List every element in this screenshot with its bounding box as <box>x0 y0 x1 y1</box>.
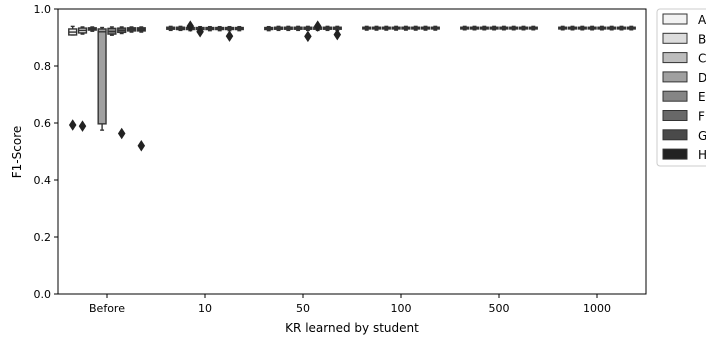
box-A-1000 <box>558 25 568 31</box>
box-E-50 <box>303 25 313 43</box>
box-D-1000 <box>587 25 597 31</box>
box-A-500 <box>460 25 470 31</box>
y-axis-label: F1-Score <box>10 126 24 178</box>
box-B-500 <box>469 25 480 31</box>
outlier-marker <box>196 26 204 38</box>
box-G-100 <box>420 25 431 31</box>
legend-label: A <box>698 13 706 27</box>
box-B-50 <box>273 25 284 32</box>
box-G-500 <box>518 25 529 31</box>
box-B-1000 <box>567 25 578 31</box>
box-C-1000 <box>577 25 587 31</box>
box-G-1000 <box>616 25 627 31</box>
box-B-Before <box>77 26 88 132</box>
outlier-marker <box>313 20 322 32</box>
y-tick-label: 0.8 <box>34 60 52 73</box>
x-axis-label: KR learned by student <box>285 321 419 335</box>
box-C-100 <box>381 25 391 31</box>
legend-swatch <box>662 52 688 64</box>
outlier-marker <box>68 119 77 131</box>
outlier-marker <box>186 20 195 32</box>
box-F-100 <box>411 25 421 31</box>
box-F-1000 <box>607 25 617 31</box>
y-tick-label: 0.0 <box>34 288 52 301</box>
legend-box <box>656 8 706 167</box>
legend-swatch <box>662 13 688 25</box>
box-G-50 <box>322 25 333 32</box>
legend-label: C <box>698 52 706 66</box>
box-F-500 <box>509 25 519 31</box>
legend-swatch <box>662 148 688 160</box>
legend-label: B <box>698 32 706 46</box>
box-body <box>97 28 107 125</box>
box-H-10 <box>234 25 244 32</box>
box-C-500 <box>479 25 489 31</box>
plot-frame <box>57 8 647 295</box>
x-tick-label: 50 <box>296 302 310 315</box>
outlier-marker <box>78 120 87 132</box>
box-H-1000 <box>626 25 636 31</box>
box-A-50 <box>264 25 274 32</box>
box-F-Before <box>117 26 127 140</box>
box-D-10 <box>195 25 205 38</box>
legend-label: H <box>698 148 706 162</box>
legend-swatch <box>662 129 688 141</box>
outlier-marker <box>137 140 146 152</box>
axes: 0.0 0.2 0.4 0.6 0.8 1.0 Before 10 50 100 500 1000 <box>34 3 647 315</box>
box-H-50 <box>332 25 342 41</box>
y-tick-label: 0.6 <box>34 117 52 130</box>
box-B-100 <box>371 25 382 31</box>
legend-swatch <box>662 90 688 102</box>
box-A-10 <box>166 25 176 32</box>
box-C-50 <box>283 25 293 32</box>
box-D-100 <box>391 25 401 31</box>
box-F-10 <box>215 25 225 32</box>
outlier-marker <box>117 127 126 140</box>
y-tick-label: 1.0 <box>34 3 52 16</box>
x-tick-label: 1000 <box>583 302 611 315</box>
box-E-Before <box>107 26 117 36</box>
legend-label: F <box>698 110 705 124</box>
box-D-Before <box>97 26 107 131</box>
box-H-500 <box>528 25 538 31</box>
x-tick-label: Before <box>89 302 125 315</box>
legend-swatch <box>662 32 688 44</box>
legend-swatch <box>662 71 688 83</box>
box-E-500 <box>499 25 509 31</box>
legend-label: G <box>698 129 706 143</box>
box-G-10 <box>224 25 235 42</box>
outlier-marker <box>333 28 342 41</box>
legend-label: E <box>698 90 706 104</box>
box-A-Before <box>68 25 78 36</box>
legend-label: D <box>698 71 706 85</box>
box-E-100 <box>401 25 411 31</box>
box-D-500 <box>489 25 499 31</box>
y-tick-label: 0.2 <box>34 231 52 244</box>
box-D-50 <box>293 25 303 32</box>
box-A-100 <box>362 25 372 31</box>
box-E-10 <box>205 25 215 32</box>
x-tick-label: 100 <box>391 302 412 315</box>
box-H-Before <box>136 26 146 152</box>
outlier-marker <box>304 30 312 43</box>
box-G-Before <box>126 26 137 33</box>
box-H-100 <box>430 25 440 31</box>
box-B-10 <box>175 25 186 32</box>
x-tick-label: 500 <box>489 302 510 315</box>
y-tick-label: 0.4 <box>34 174 52 187</box>
outlier-marker <box>225 30 234 42</box>
box-E-1000 <box>597 25 607 31</box>
legend-swatch <box>662 110 688 121</box>
box-F-50 <box>313 20 323 32</box>
box-C-10 <box>185 20 195 32</box>
plot-area <box>68 20 636 152</box>
x-tick-label: 10 <box>198 302 212 315</box>
box-C-Before <box>87 26 97 32</box>
